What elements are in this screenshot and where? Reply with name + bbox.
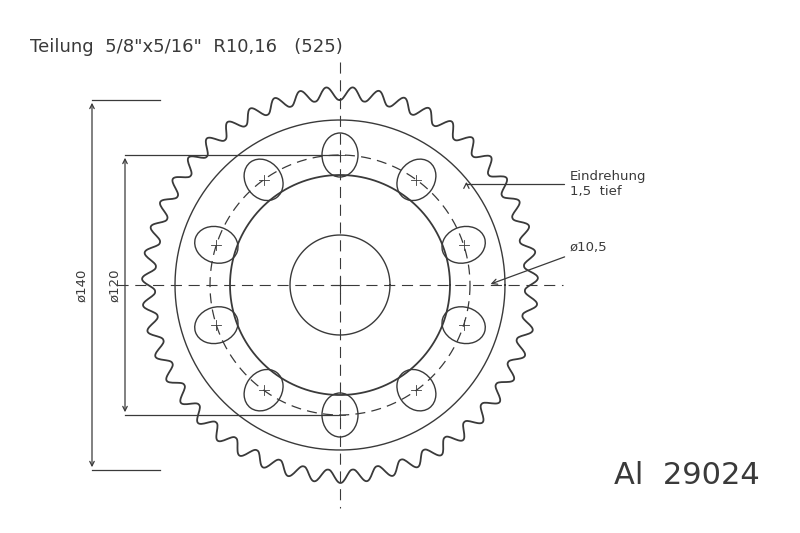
Text: ø10,5: ø10,5 (492, 241, 608, 284)
Text: Al  29024: Al 29024 (614, 461, 760, 490)
Text: Teilung  5/8"x5/16"  R10,16   (525): Teilung 5/8"x5/16" R10,16 (525) (30, 38, 342, 56)
Text: ø140: ø140 (75, 268, 89, 302)
Text: ø120: ø120 (109, 268, 122, 302)
Text: Eindrehung
1,5  tief: Eindrehung 1,5 tief (464, 170, 646, 198)
